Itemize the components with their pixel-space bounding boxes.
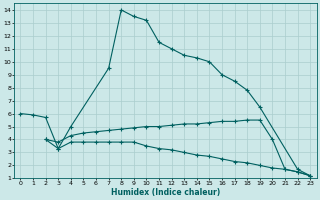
X-axis label: Humidex (Indice chaleur): Humidex (Indice chaleur) [111,188,220,197]
